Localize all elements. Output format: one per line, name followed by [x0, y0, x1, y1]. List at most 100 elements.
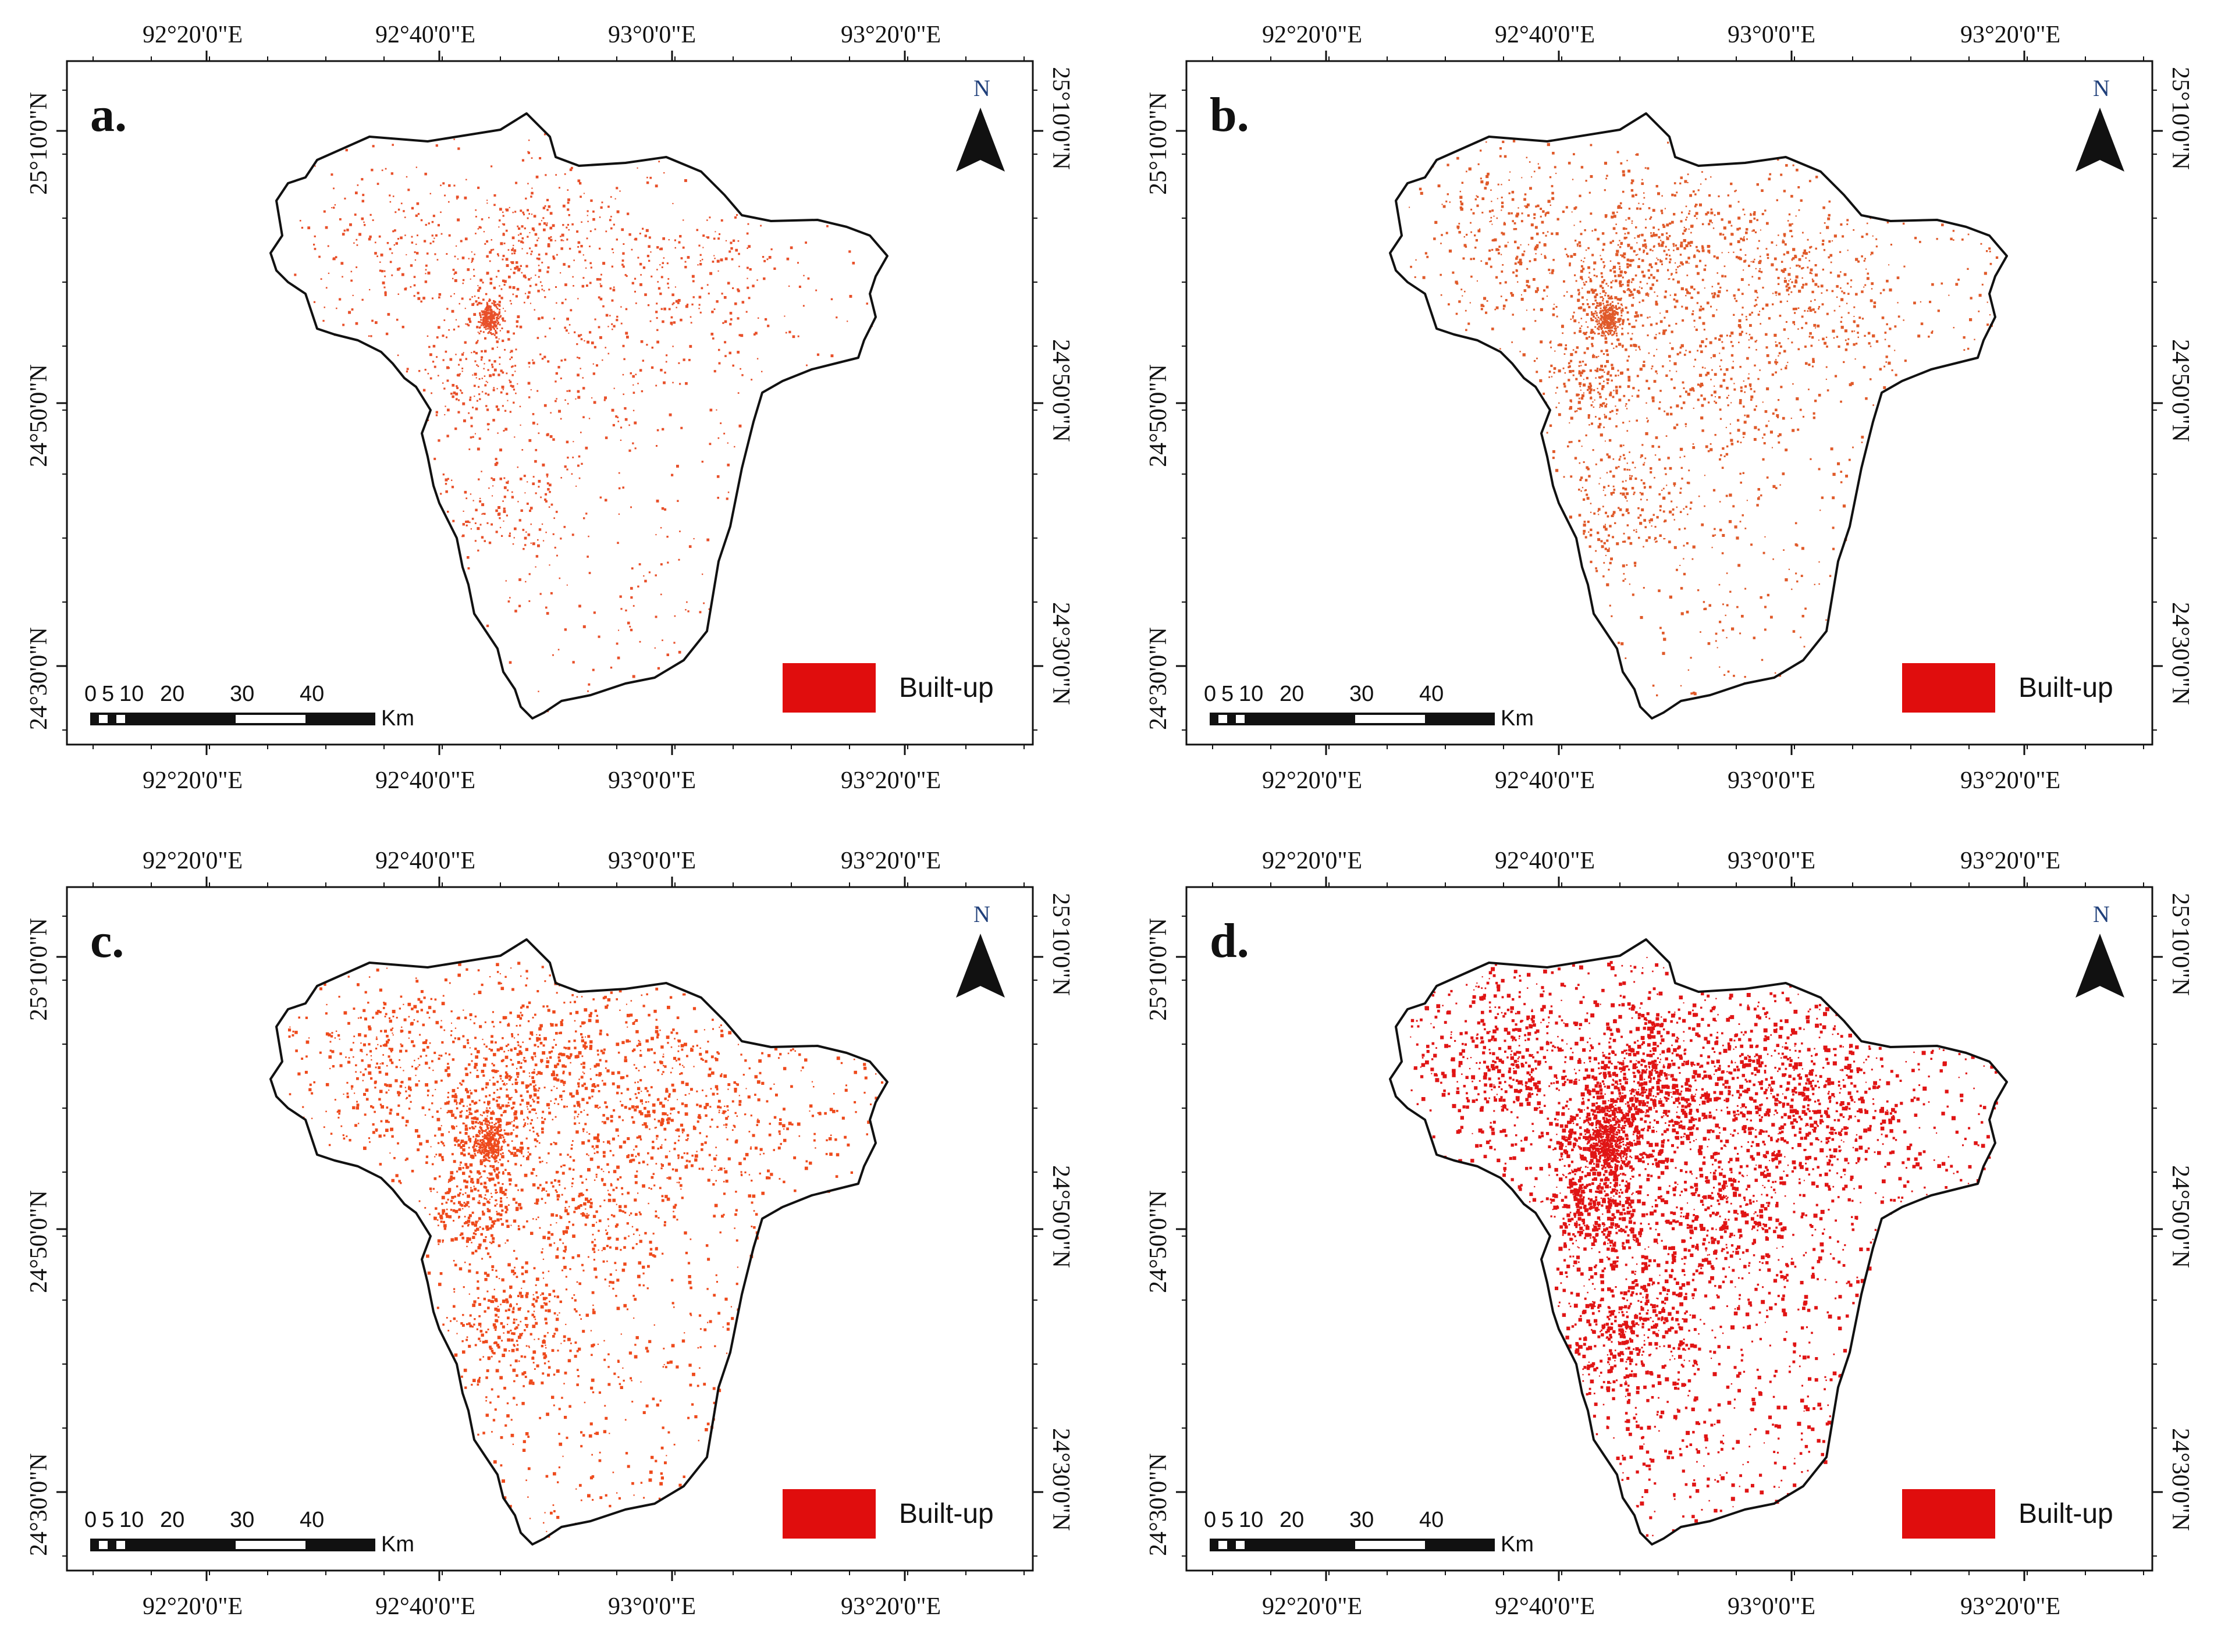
builtup-pixel — [783, 1180, 786, 1184]
builtup-pixel — [1662, 225, 1666, 228]
builtup-pixel — [541, 1251, 543, 1254]
builtup-pixel — [1662, 651, 1665, 655]
builtup-pixel — [1640, 492, 1644, 496]
builtup-pixel — [442, 382, 444, 384]
builtup-pixel — [535, 1084, 536, 1086]
builtup-pixel — [567, 265, 570, 268]
builtup-pixel — [474, 1344, 477, 1347]
builtup-pixel — [486, 255, 489, 258]
builtup-pixel — [1597, 327, 1599, 329]
builtup-pixel — [1661, 489, 1663, 491]
builtup-pixel — [1797, 307, 1800, 309]
builtup-pixel — [325, 287, 328, 289]
builtup-pixel — [538, 432, 540, 435]
builtup-pixel — [1504, 155, 1507, 158]
builtup-pixel — [476, 1227, 479, 1231]
builtup-pixel — [1703, 397, 1706, 401]
builtup-pixel — [389, 248, 392, 251]
builtup-pixel — [519, 1103, 522, 1106]
builtup-pixel — [854, 1070, 857, 1074]
builtup-pixel — [1643, 486, 1646, 489]
builtup-pixel — [1583, 308, 1586, 312]
builtup-pixel — [1449, 201, 1451, 203]
builtup-pixel — [584, 259, 587, 262]
builtup-pixel — [1804, 309, 1806, 312]
builtup-pixel — [1697, 291, 1700, 294]
builtup-pixel — [602, 305, 605, 308]
builtup-pixel — [446, 366, 449, 369]
builtup-pixel — [1836, 336, 1839, 338]
builtup-pixel — [1631, 293, 1634, 296]
builtup-pixel — [1565, 206, 1568, 209]
builtup-pixel — [555, 372, 558, 375]
builtup-pixel — [1784, 243, 1787, 246]
builtup-pixel — [555, 1214, 558, 1217]
builtup-pixel — [1794, 279, 1797, 282]
builtup-pixel — [1811, 273, 1812, 275]
builtup-pixel — [1818, 308, 1819, 310]
builtup-pixel — [1615, 327, 1618, 330]
builtup-pixel — [1467, 322, 1470, 325]
builtup-pixel — [1605, 398, 1607, 400]
builtup-pixel — [524, 227, 526, 230]
builtup-pixel — [1609, 604, 1611, 607]
builtup-pixel — [498, 338, 500, 340]
builtup-pixel — [582, 1066, 585, 1069]
builtup-pixel — [628, 233, 631, 236]
builtup-pixel — [1598, 423, 1602, 426]
builtup-pixel — [680, 426, 683, 429]
builtup-pixel — [499, 316, 501, 318]
builtup-pixel — [1542, 210, 1545, 213]
builtup-pixel — [671, 1083, 674, 1087]
builtup-pixel — [1726, 386, 1729, 390]
builtup-pixel — [1793, 285, 1796, 288]
builtup-pixel — [1606, 324, 1608, 326]
builtup-pixel — [1707, 245, 1710, 248]
builtup-pixel — [1729, 243, 1733, 245]
builtup-pixel — [684, 1103, 688, 1108]
builtup-pixel — [541, 1382, 544, 1384]
builtup-pixel — [1536, 371, 1538, 373]
builtup-pixel — [1692, 310, 1694, 312]
builtup-pixel — [1675, 300, 1679, 303]
builtup-pixel — [1655, 300, 1658, 303]
builtup-pixel — [1895, 373, 1897, 376]
builtup-pixel — [1638, 202, 1640, 204]
builtup-pixel — [545, 1347, 547, 1349]
builtup-pixel — [415, 243, 417, 245]
builtup-pixel — [1664, 519, 1667, 522]
builtup-pixel — [461, 368, 464, 369]
builtup-pixel — [1508, 212, 1511, 215]
builtup-pixel — [499, 323, 501, 326]
builtup-pixel — [372, 145, 375, 148]
builtup-pixel — [731, 258, 734, 261]
builtup-pixel — [727, 1157, 731, 1160]
builtup-pixel — [737, 351, 740, 354]
builtup-pixel — [1614, 317, 1616, 319]
builtup-pixel — [668, 308, 671, 311]
builtup-pixel — [481, 322, 483, 324]
builtup-pixel — [323, 210, 326, 213]
builtup-pixel — [534, 233, 538, 236]
builtup-pixel — [425, 1161, 428, 1164]
builtup-pixel — [806, 364, 808, 366]
builtup-pixel — [1636, 314, 1639, 318]
builtup-pixel — [1986, 250, 1988, 252]
builtup-pixel — [1447, 193, 1449, 195]
builtup-pixel — [1613, 313, 1615, 315]
builtup-pixel — [1888, 361, 1891, 365]
builtup-pixel — [500, 297, 503, 300]
builtup-pixel — [1737, 216, 1741, 220]
builtup-pixel — [1583, 521, 1586, 523]
builtup-pixel — [655, 987, 659, 991]
builtup-pixel — [496, 319, 498, 321]
builtup-pixel — [401, 273, 404, 276]
builtup-pixel — [1583, 383, 1586, 387]
builtup-pixel — [493, 312, 496, 314]
builtup-pixel — [482, 324, 485, 326]
builtup-pixel — [390, 172, 393, 175]
builtup-pixel — [1530, 237, 1534, 240]
builtup-pixel — [1676, 568, 1678, 571]
builtup-pixel — [1950, 237, 1953, 240]
builtup-pixel — [1692, 190, 1695, 193]
